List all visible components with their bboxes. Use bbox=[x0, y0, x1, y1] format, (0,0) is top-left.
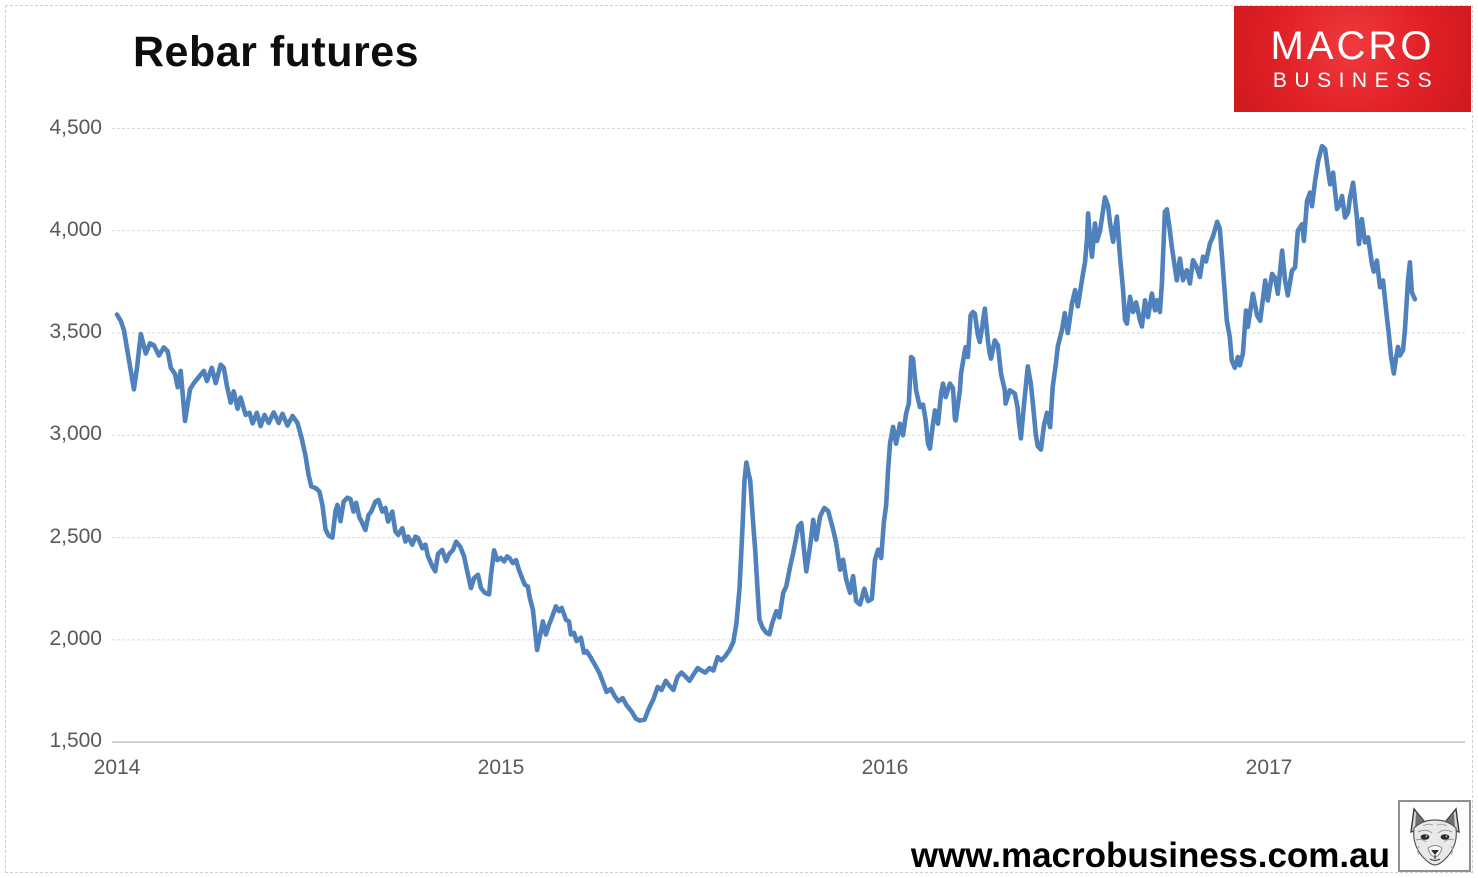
x-tick-label: 2016 bbox=[861, 756, 909, 779]
macrobusiness-logo: MACRO BUSINESS bbox=[1234, 6, 1471, 112]
x-tick-label: 2015 bbox=[477, 756, 525, 779]
y-tick-label: 2,500 bbox=[49, 524, 102, 548]
y-tick-label: 4,500 bbox=[49, 115, 102, 139]
chart-title: Rebar futures bbox=[133, 28, 420, 76]
website-url: www.macrobusiness.com.au bbox=[910, 836, 1390, 875]
price-line-series bbox=[114, 143, 1418, 723]
gridlines bbox=[112, 128, 1465, 743]
y-tick-label: 3,500 bbox=[49, 320, 102, 344]
y-tick-label: 4,000 bbox=[49, 217, 102, 241]
x-tick-label: 2017 bbox=[1245, 756, 1293, 779]
y-tick-label: 3,000 bbox=[49, 422, 102, 446]
logo-business-text: BUSINESS bbox=[1272, 69, 1440, 92]
y-tick-label: 1,500 bbox=[49, 729, 102, 753]
y-tick-label: 2,000 bbox=[49, 626, 102, 650]
fox-logo-box bbox=[1398, 800, 1471, 872]
fox-icon bbox=[1409, 806, 1460, 866]
logo-macro-text: MACRO bbox=[1270, 24, 1435, 68]
x-tick-label: 2014 bbox=[93, 756, 141, 779]
